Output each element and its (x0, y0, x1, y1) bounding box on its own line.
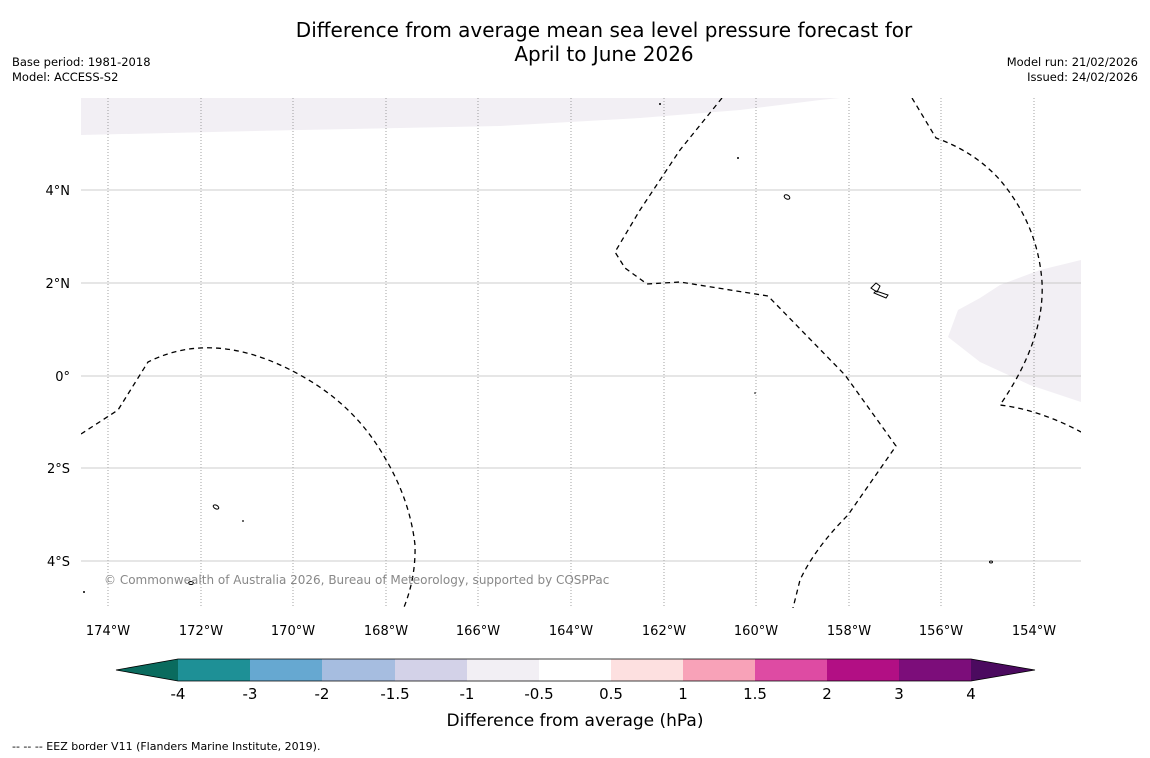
lon-label-174w: 174°W (86, 624, 130, 639)
colorbar-extend-low (116, 659, 178, 681)
cbar-tick-5: -0.5 (524, 685, 553, 703)
base-period-text: Base period: 1981-2018 (12, 55, 151, 69)
eez-footnote: -- -- -- EEZ border V11 (Flanders Marine… (12, 740, 321, 753)
eez-borders (81, 98, 1081, 608)
meta-right: Model run: 21/02/2026 Issued: 24/02/2026 (1007, 55, 1138, 85)
colorbar (115, 658, 1036, 682)
lat-label-2s: 2°S (47, 462, 70, 477)
cbar-tick-1: -3 (243, 685, 258, 703)
map-background (81, 98, 1081, 608)
island-4 (212, 504, 220, 510)
colorbar-title: Difference from average (hPa) (447, 711, 704, 731)
lat-label-0: 0° (55, 370, 70, 385)
colorbar-segment-8 (683, 659, 755, 681)
islet-4 (242, 520, 244, 522)
meta-left: Base period: 1981-2018 Model: ACCESS-S2 (12, 55, 151, 85)
latitude-labels: 4°N 2°N 0° 2°S 4°S (46, 184, 71, 570)
colorbar-extend-high (971, 659, 1035, 681)
lon-label-170w: 170°W (271, 624, 315, 639)
lon-label-154w: 154°W (1012, 624, 1056, 639)
colorbar-segment-11 (899, 659, 971, 681)
colorbar-segment-2 (250, 659, 322, 681)
cbar-tick-6: 0.5 (599, 685, 623, 703)
colorbar-segment-1 (178, 659, 250, 681)
colorbar-outline (115, 658, 1036, 682)
island-6 (989, 560, 993, 564)
model-run-text: Model run: 21/02/2026 (1006, 55, 1138, 69)
lon-label-164w: 164°W (549, 624, 593, 639)
anomaly-region-east (948, 260, 1081, 402)
colorbar-segment-10 (827, 659, 899, 681)
cbar-tick-4: -1 (460, 685, 475, 703)
lat-label-4n: 4°N (46, 184, 71, 199)
cbar-tick-3: -1.5 (380, 685, 409, 703)
lon-label-166w: 166°W (456, 624, 500, 639)
parallel-gridlines (81, 189, 1081, 562)
lon-label-160w: 160°W (734, 624, 778, 639)
title-line-1: Difference from average mean sea level p… (295, 18, 913, 42)
chart-title: Difference from average mean sea level p… (0, 18, 1150, 66)
colorbar-segment-6 (539, 659, 611, 681)
lon-label-156w: 156°W (919, 624, 963, 639)
cbar-tick-11: 4 (966, 685, 976, 703)
lon-label-172w: 172°W (179, 624, 223, 639)
cbar-tick-9: 2 (822, 685, 832, 703)
map-content (81, 98, 1081, 608)
colorbar-segment-4 (395, 659, 467, 681)
islet-2 (737, 157, 739, 159)
lon-label-162w: 162°W (642, 624, 686, 639)
islands (188, 194, 993, 585)
anomaly-region-north (81, 98, 840, 135)
colorbar-segment-9 (755, 659, 827, 681)
cbar-tick-7: 1 (678, 685, 688, 703)
cbar-tick-0: -4 (171, 685, 186, 703)
colorbar-segment-7 (611, 659, 683, 681)
island-5 (188, 581, 194, 585)
cbar-tick-2: -2 (315, 685, 330, 703)
issued-text: Issued: 24/02/2026 (1027, 70, 1138, 84)
islet-1 (659, 103, 661, 105)
eez-border-west (81, 347, 416, 608)
lat-label-4s: 4°S (47, 555, 70, 570)
colorbar-segment-5 (467, 659, 539, 681)
island-2 (870, 282, 881, 293)
small-islets (83, 103, 756, 593)
island-1 (783, 194, 791, 200)
title-line-2: April to June 2026 (514, 42, 694, 66)
eez-border-east (911, 98, 1081, 433)
colorbar-segment-3 (322, 659, 395, 681)
islet-3 (754, 392, 756, 394)
eez-border-central (614, 98, 897, 608)
model-text: Model: ACCESS-S2 (12, 70, 119, 84)
copyright-text: © Commonwealth of Australia 2026, Bureau… (104, 573, 609, 587)
island-3 (873, 290, 889, 299)
lon-label-168w: 168°W (364, 624, 408, 639)
islet-5 (83, 591, 85, 593)
lat-label-2n: 2°N (46, 277, 71, 292)
colorbar-ticks: -4 -3 -2 -1.5 -1 -0.5 0.5 1 1.5 2 3 4 (171, 685, 976, 703)
cbar-tick-10: 3 (894, 685, 904, 703)
longitude-labels: 174°W 172°W 170°W 168°W 166°W 164°W 162°… (86, 624, 1056, 639)
meridian-gridlines (107, 98, 1035, 608)
cbar-tick-8: 1.5 (743, 685, 767, 703)
lon-label-158w: 158°W (827, 624, 871, 639)
